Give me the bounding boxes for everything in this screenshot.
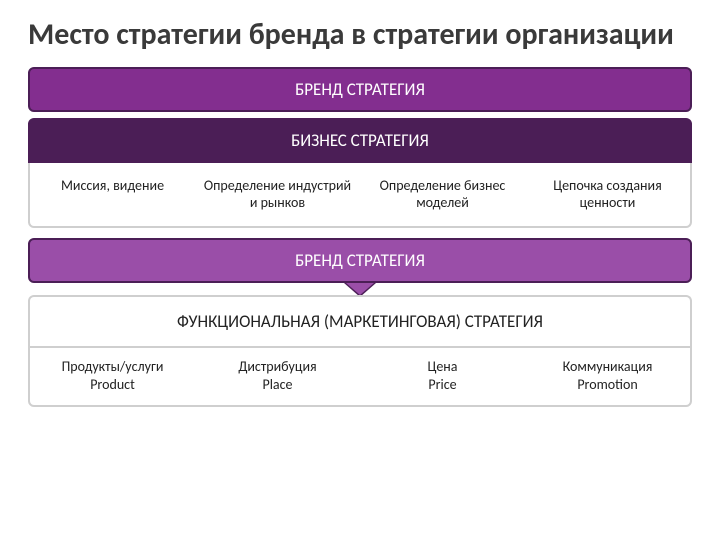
brand-strategy-bar-top: БРЕНД СТРАТЕГИЯ	[28, 67, 692, 112]
cell-en: Place	[262, 376, 292, 393]
cell-en: Price	[428, 376, 456, 393]
brand-strategy-bar-mid: БРЕНД СТРАТЕГИЯ	[28, 238, 692, 283]
cell-ru: Продукты/услуги	[62, 358, 164, 375]
cell-mission: Миссия, видение	[30, 163, 195, 226]
cell-en: Promotion	[577, 376, 637, 393]
functional-strategy-cells: Продукты/услуги Product Дистрибуция Plac…	[28, 346, 692, 408]
cell-ru: Цена	[428, 358, 458, 375]
functional-strategy-bar: ФУНКЦИОНАЛЬНАЯ (МАРКЕТИНГОВАЯ) СТРАТЕГИЯ	[28, 295, 692, 346]
cell-place: Дистрибуция Place	[195, 348, 360, 406]
cell-ru: Дистрибуция	[238, 358, 316, 375]
business-strategy-cells: Миссия, видение Определение индустрий и …	[28, 163, 692, 228]
cell-product: Продукты/услуги Product	[30, 348, 195, 406]
cell-en: Product	[90, 376, 135, 393]
cell-ru: Коммуникация	[563, 358, 653, 375]
cell-value-chain: Цепочка создания ценности	[525, 163, 690, 226]
cell-promotion: Коммуникация Promotion	[525, 348, 690, 406]
page-title: Место стратегии бренда в стратегии орган…	[28, 18, 692, 53]
cell-models: Определение бизнес моделей	[360, 163, 525, 226]
cell-price: Цена Price	[360, 348, 525, 406]
cell-industries: Определение индустрий и рынков	[195, 163, 360, 226]
business-strategy-bar: БИЗНЕС СТРАТЕГИЯ	[28, 118, 692, 163]
